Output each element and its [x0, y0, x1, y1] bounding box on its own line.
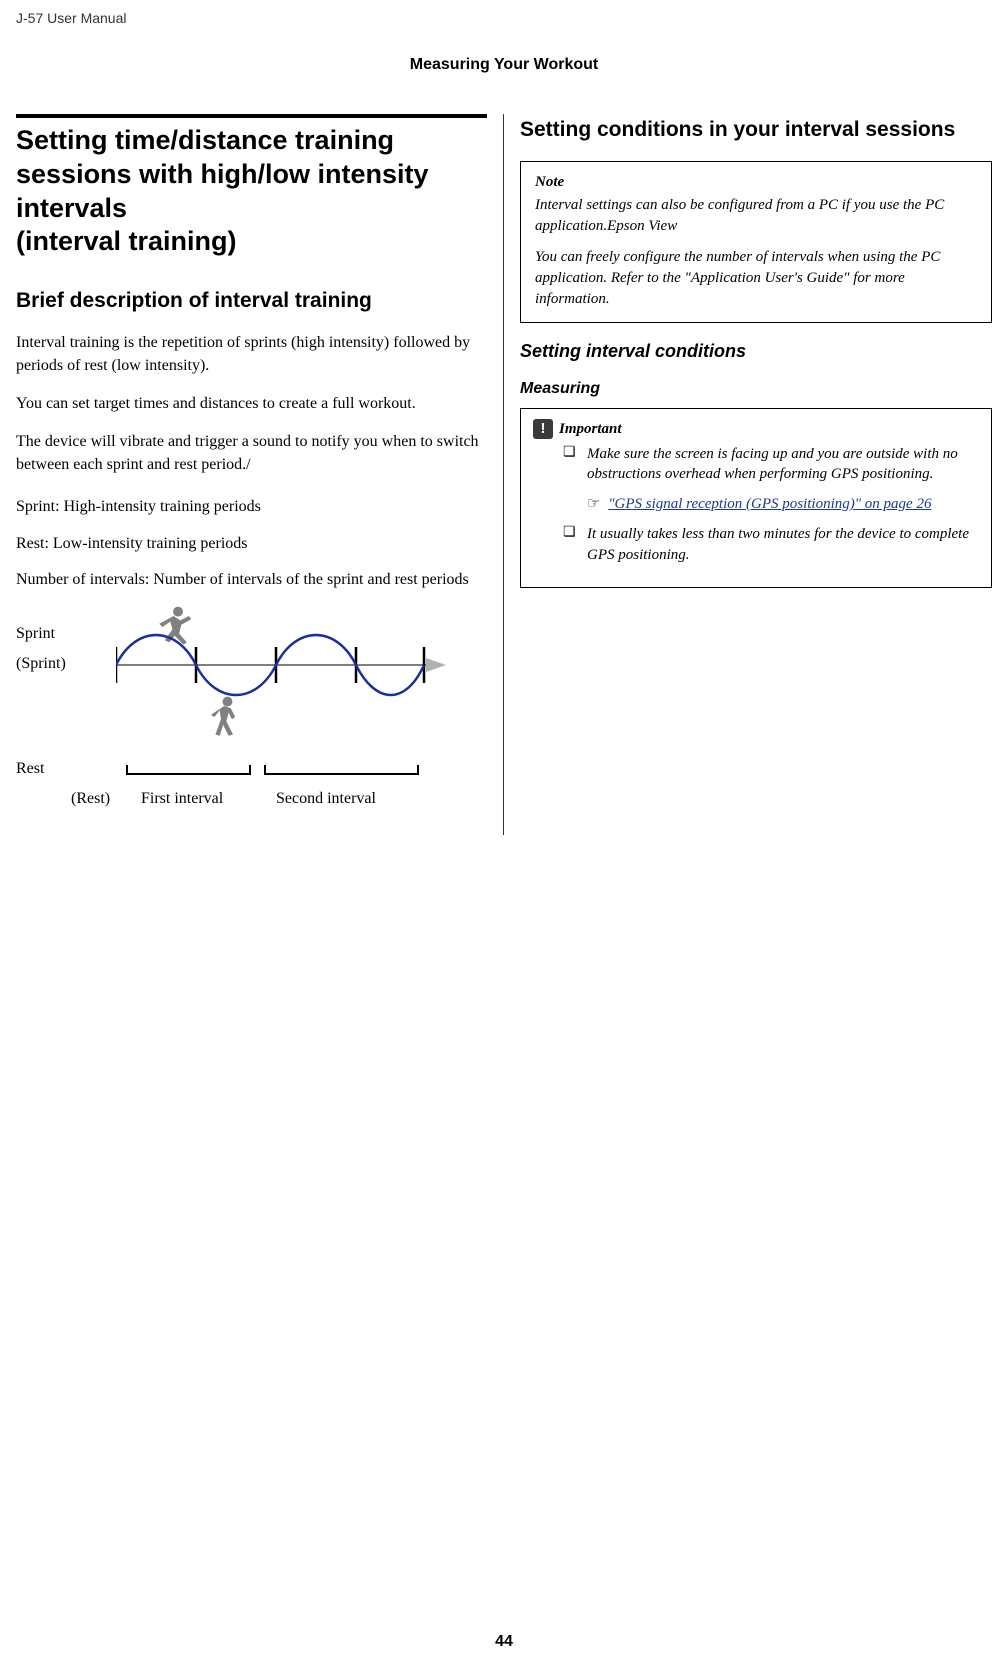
subheading-setting-conditions: Setting conditions in your interval sess… [520, 116, 992, 143]
important-box: ! Important Make sure the screen is faci… [520, 408, 992, 588]
runner-icon [159, 607, 191, 645]
subheading-measuring: Measuring [520, 380, 992, 398]
chapter-title: Measuring Your Workout [0, 56, 1008, 74]
interval-bracket-1 [126, 765, 251, 775]
right-column: Setting conditions in your interval sess… [504, 114, 992, 835]
important-title: Important [559, 419, 622, 439]
definition-num-intervals: Number of intervals: Number of intervals… [16, 569, 487, 591]
paragraph: You can set target times and distances t… [16, 393, 487, 415]
important-icon: ! [533, 419, 553, 439]
important-text: It usually takes less than two minutes f… [587, 526, 969, 562]
subheading-setting-interval-conditions: Setting interval conditions [520, 341, 992, 362]
note-paragraph: Interval settings can also be configured… [535, 195, 977, 237]
important-item: It usually takes less than two minutes f… [563, 524, 979, 565]
diagram-label-first-interval: First interval [141, 790, 223, 808]
definition-sprint: Sprint: High-intensity training periods [16, 496, 487, 518]
page-number: 44 [0, 1633, 1008, 1651]
left-column: Setting time/distance training sessions … [16, 114, 504, 835]
diagram-label-second-interval: Second interval [276, 790, 376, 808]
walker-icon [211, 697, 235, 736]
xref-link-gps[interactable]: "GPS signal reception (GPS positioning)"… [608, 496, 931, 512]
important-item: Make sure the screen is facing up and yo… [563, 444, 979, 515]
doc-id-label: J-57 User Manual [0, 0, 1008, 26]
diagram-label-sprint: Sprint [16, 625, 55, 643]
interval-diagram: Sprint (Sprint) Rest [16, 605, 456, 835]
paragraph: Interval training is the repetition of s… [16, 332, 487, 377]
definition-rest: Rest: Low-intensity training periods [16, 533, 487, 555]
subheading-brief-description: Brief description of interval training [16, 287, 487, 314]
diagram-label-sprint-paren: (Sprint) [16, 655, 66, 673]
note-box: Note Interval settings can also be confi… [520, 161, 992, 323]
paragraph: The device will vibrate and trigger a so… [16, 431, 487, 476]
xref-hand-icon: ☞ [587, 495, 600, 512]
important-text: Make sure the screen is facing up and yo… [587, 446, 958, 482]
axis-arrow-icon [426, 658, 446, 672]
note-paragraph: You can freely configure the number of i… [535, 247, 977, 310]
interval-bracket-2 [264, 765, 419, 775]
diagram-label-rest: Rest [16, 760, 44, 778]
important-list: Make sure the screen is facing up and yo… [533, 444, 979, 565]
important-header: ! Important [533, 419, 979, 439]
diagram-label-rest-paren: (Rest) [71, 790, 110, 808]
note-title: Note [535, 172, 977, 193]
section-heading-interval-training: Setting time/distance training sessions … [16, 114, 487, 259]
interval-diagram-svg [116, 605, 456, 775]
two-column-layout: Setting time/distance training sessions … [0, 114, 1008, 835]
